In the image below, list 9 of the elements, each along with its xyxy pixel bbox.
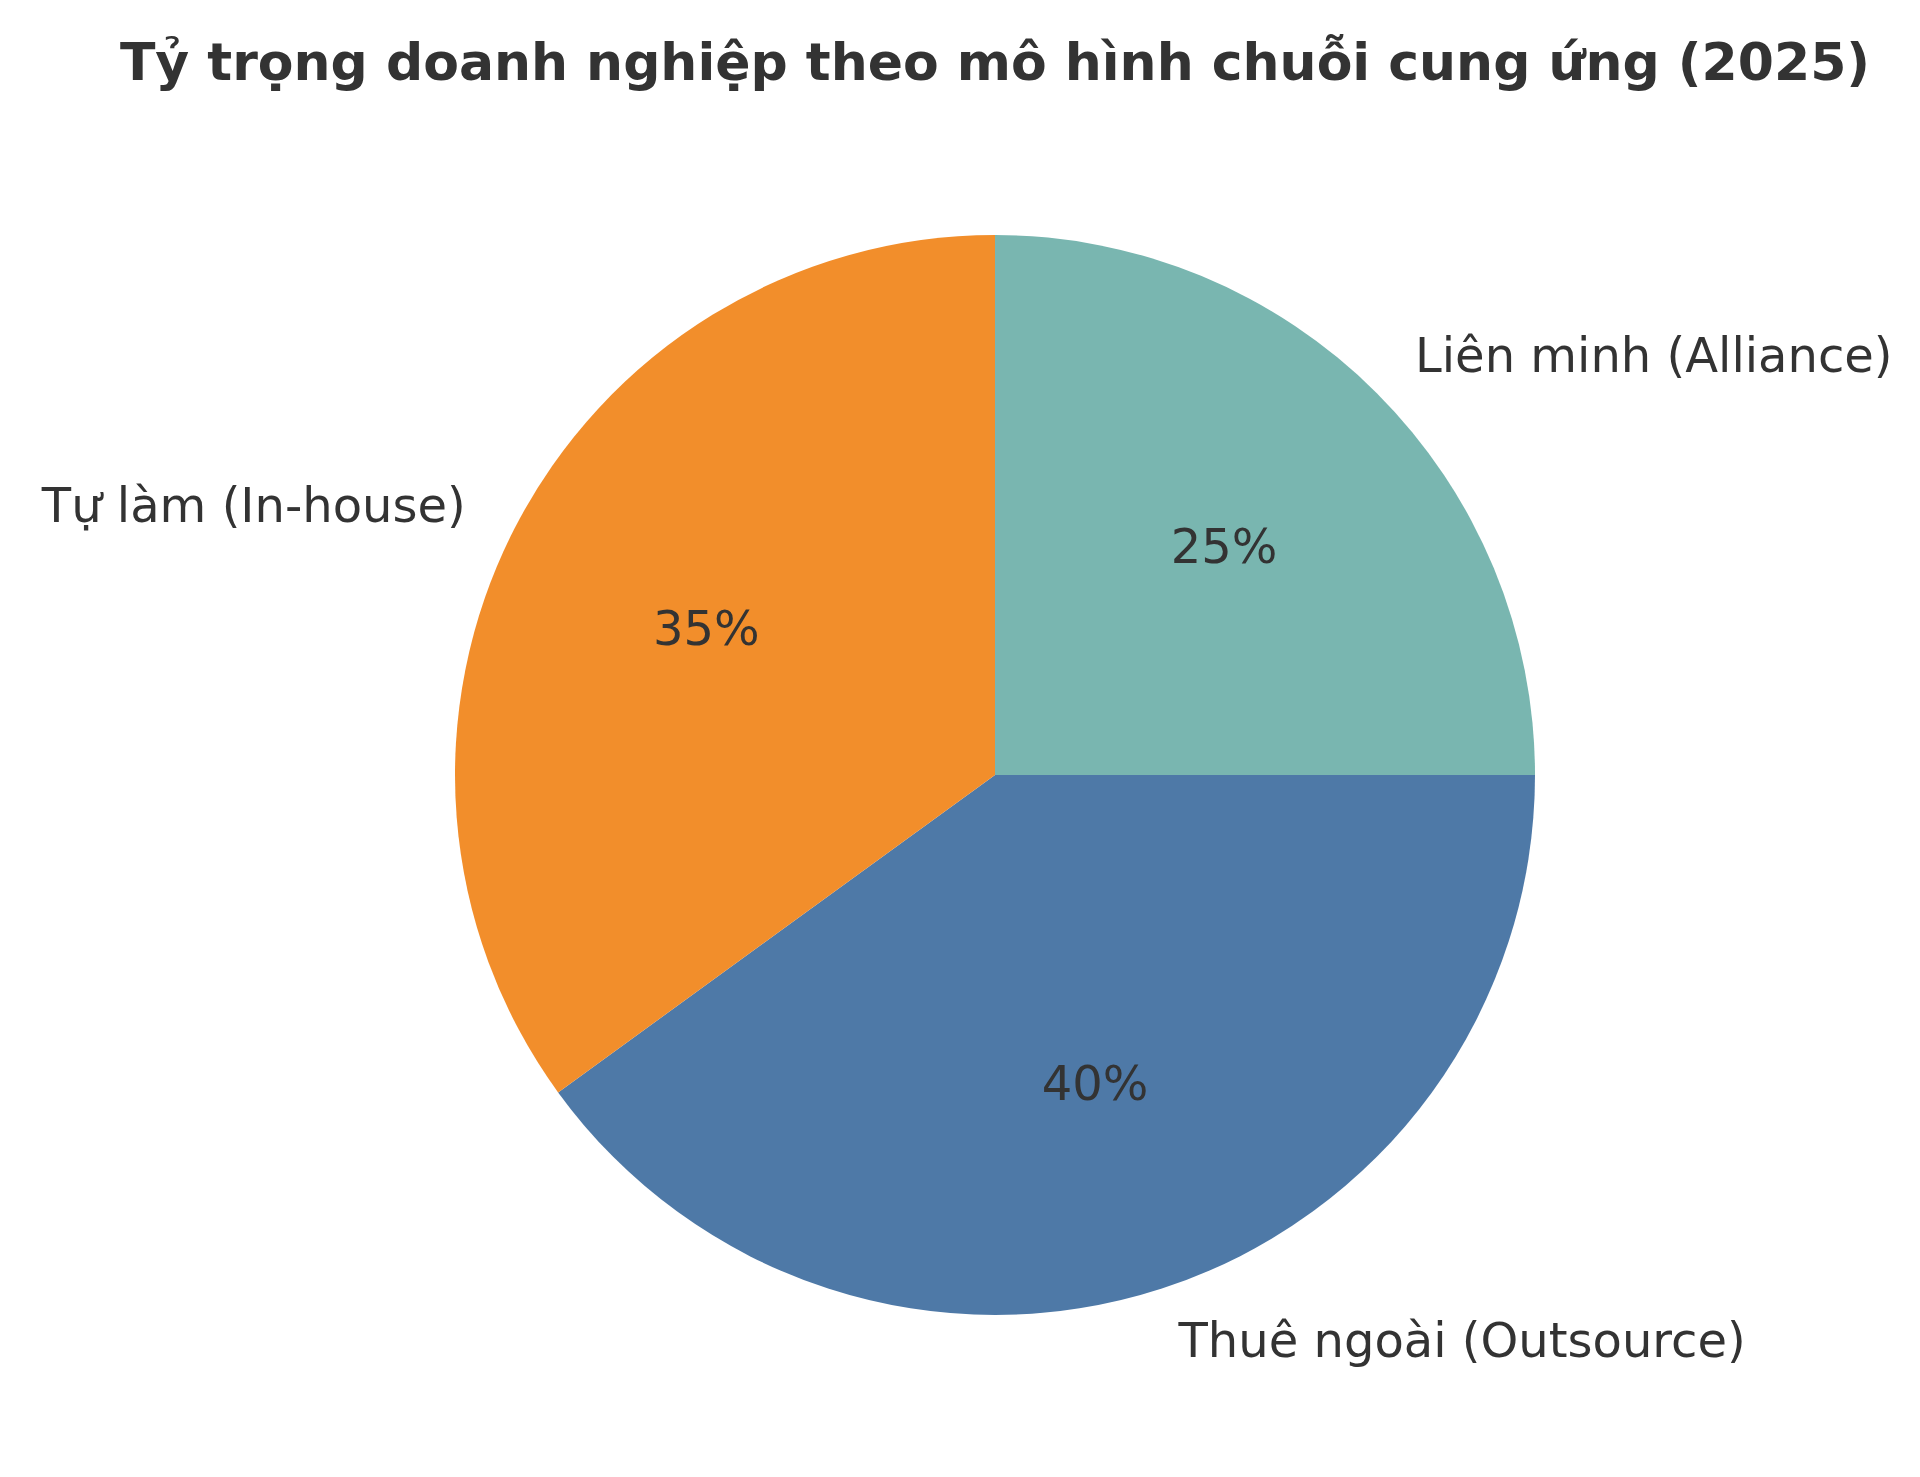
data-label: 35% xyxy=(652,599,760,656)
data-label: 25% xyxy=(1170,517,1278,574)
slice-label: Liên minh (Alliance) xyxy=(1415,326,1893,383)
pie-slice xyxy=(995,235,1535,775)
data-label: 40% xyxy=(1041,1054,1149,1111)
slice-label: Thuê ngoài (Outsource) xyxy=(1177,1311,1746,1368)
slice-label: Tự làm (In-house) xyxy=(40,477,466,534)
pie-slice xyxy=(558,775,1535,1314)
chart-title: Tỷ trọng doanh nghiệp theo mô hình chuỗi cung ứng (2025) xyxy=(119,32,1871,92)
